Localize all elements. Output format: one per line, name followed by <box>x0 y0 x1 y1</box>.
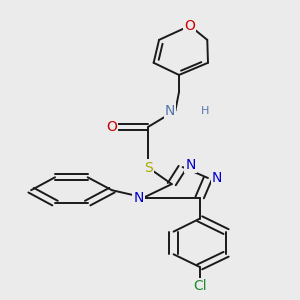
Text: N: N <box>165 103 175 118</box>
Text: Cl: Cl <box>193 279 206 293</box>
Text: H: H <box>201 106 209 116</box>
Text: S: S <box>144 160 153 175</box>
Text: N: N <box>185 158 196 172</box>
Text: N: N <box>134 190 144 205</box>
Text: O: O <box>106 120 117 134</box>
Text: N: N <box>212 171 222 185</box>
Text: O: O <box>184 19 195 33</box>
